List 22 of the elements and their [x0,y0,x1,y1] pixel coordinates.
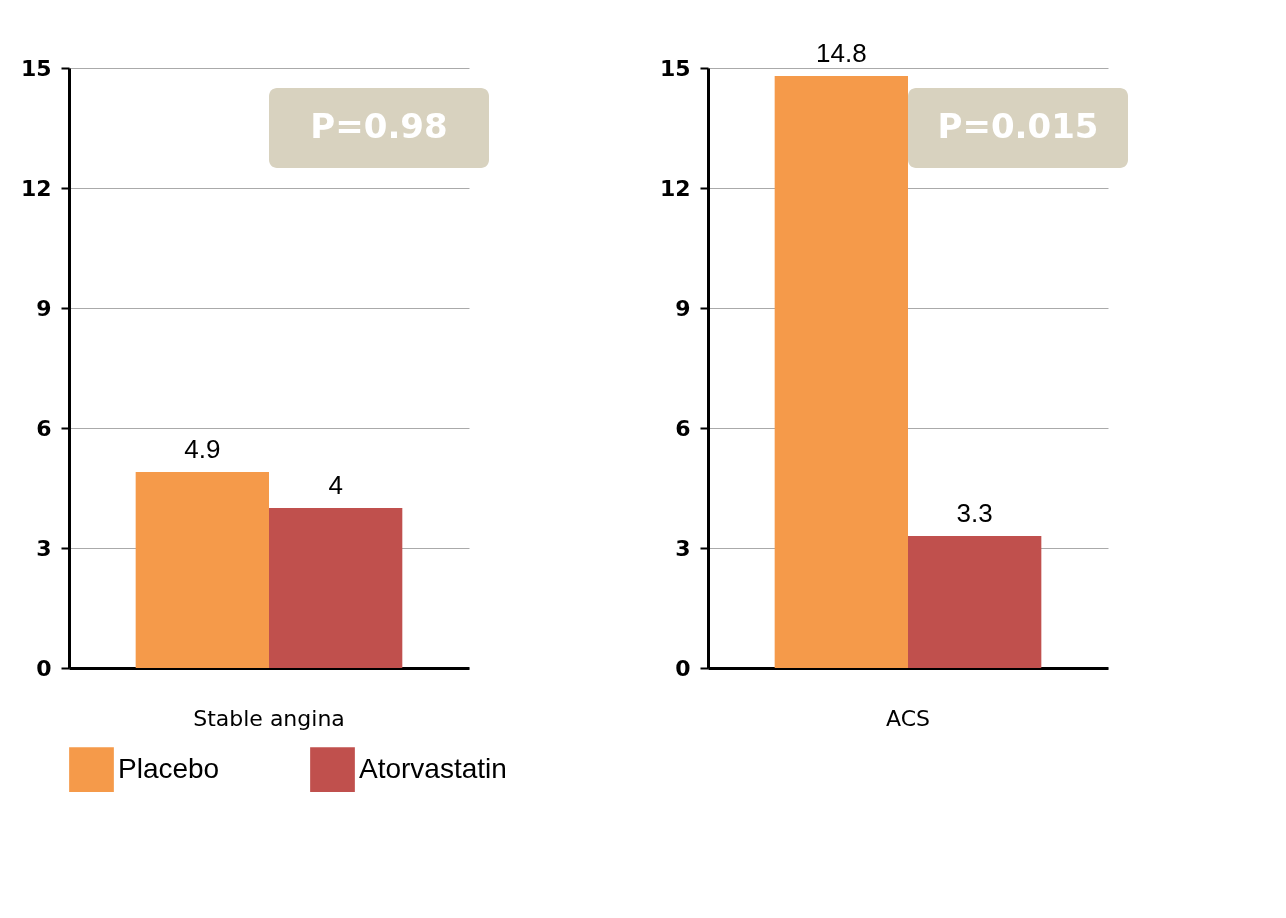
data-label: 14.8 [816,38,867,68]
legend-label: Atorvastatin [359,752,507,784]
y-tick-label: 15 [659,55,691,81]
y-tick-label: 12 [659,175,691,201]
y-tick-label: 3 [675,535,691,561]
y-tick-label: 12 [20,175,52,201]
data-label: 4.9 [184,434,221,464]
y-tick-label: 9 [36,295,52,321]
annotation: P=0.98 [310,106,448,146]
y-tick-label: 0 [36,655,52,681]
y-tick-label: 6 [675,415,691,441]
legend-label: Placebo [118,752,220,784]
y-tick-label: 15 [20,55,52,81]
annotation: P=0.015 [937,106,1099,146]
data-label: 4 [328,470,343,500]
x-tick-label: ACS [886,705,930,731]
y-tick-label: 9 [675,295,691,321]
y-tick-label: 0 [675,655,691,681]
data-label: 3.3 [956,498,993,528]
x-tick-label: Stable angina [193,705,345,731]
y-tick-label: 3 [36,535,52,561]
y-tick-label: 6 [36,415,52,441]
